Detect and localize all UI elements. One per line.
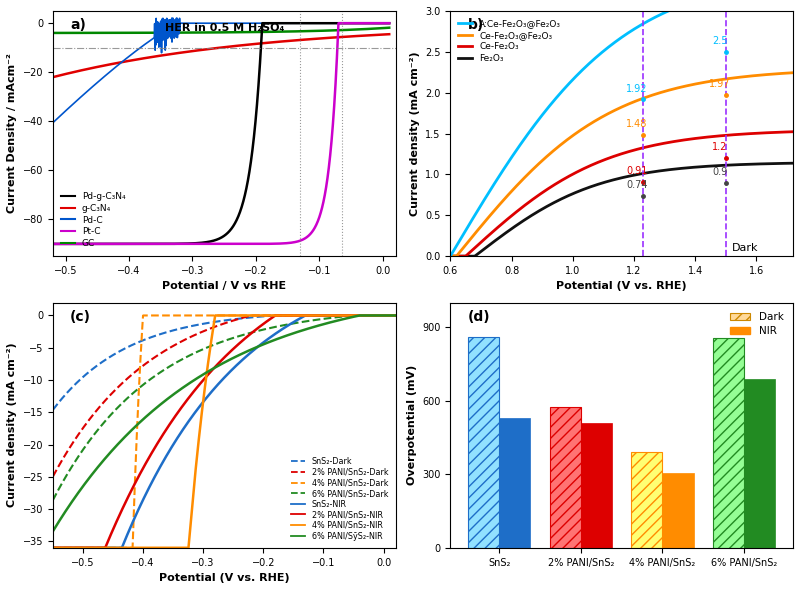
Bar xyxy=(581,422,612,548)
Bar xyxy=(631,452,662,548)
Text: (d): (d) xyxy=(467,310,490,324)
Bar xyxy=(468,337,499,548)
Text: 0.91: 0.91 xyxy=(626,166,648,176)
Bar xyxy=(713,338,744,548)
Text: b): b) xyxy=(467,18,484,32)
Y-axis label: Current density (mA cm⁻²): Current density (mA cm⁻²) xyxy=(7,343,17,507)
X-axis label: Potential (V vs. RHE): Potential (V vs. RHE) xyxy=(159,573,290,583)
Y-axis label: Current Density / mAcm⁻²: Current Density / mAcm⁻² xyxy=(7,54,17,214)
Legend: Pd-g-C₃N₄, g-C₃N₄, Pd-C, Pt-C, GC: Pd-g-C₃N₄, g-C₃N₄, Pd-C, Pt-C, GC xyxy=(58,189,129,252)
Y-axis label: Current density (mA cm⁻²): Current density (mA cm⁻²) xyxy=(410,51,419,216)
Text: 0.74: 0.74 xyxy=(626,180,648,190)
Text: 1.2: 1.2 xyxy=(712,142,727,152)
Text: 2.5: 2.5 xyxy=(712,36,727,46)
Text: a): a) xyxy=(70,18,86,32)
Bar xyxy=(744,379,775,548)
Text: 1.92: 1.92 xyxy=(626,84,648,93)
Text: Dark: Dark xyxy=(732,243,758,253)
Bar xyxy=(662,473,694,548)
Text: 1.48: 1.48 xyxy=(626,119,648,129)
X-axis label: Potential / V vs RHE: Potential / V vs RHE xyxy=(162,281,286,291)
Text: HER in 0.5 M H₂SO₄: HER in 0.5 M H₂SO₄ xyxy=(165,23,284,33)
Legend: SnS₂-Dark, 2% PANI/SnS₂-Dark, 4% PANI/SnS₂-Dark, 6% PANI/SnS₂-Dark, SnS₂-NIR, 2%: SnS₂-Dark, 2% PANI/SnS₂-Dark, 4% PANI/Sn… xyxy=(287,454,391,544)
Y-axis label: Overpotential (mV): Overpotential (mV) xyxy=(406,365,417,486)
Text: 1.97: 1.97 xyxy=(709,80,730,90)
Bar xyxy=(550,407,581,548)
Bar xyxy=(499,418,530,548)
Text: (c): (c) xyxy=(70,310,91,324)
Legend: A:Ce-Fe₂O₃@Fe₂O₃, Ce-Fe₂O₃@Fe₂O₃, Ce-Fe₂O₃, Fe₂O₃: A:Ce-Fe₂O₃@Fe₂O₃, Ce-Fe₂O₃@Fe₂O₃, Ce-Fe₂… xyxy=(455,15,565,67)
X-axis label: Potential (V vs. RHE): Potential (V vs. RHE) xyxy=(556,281,687,291)
Text: 0.9: 0.9 xyxy=(712,167,727,177)
Legend: Dark, NIR: Dark, NIR xyxy=(726,308,788,340)
